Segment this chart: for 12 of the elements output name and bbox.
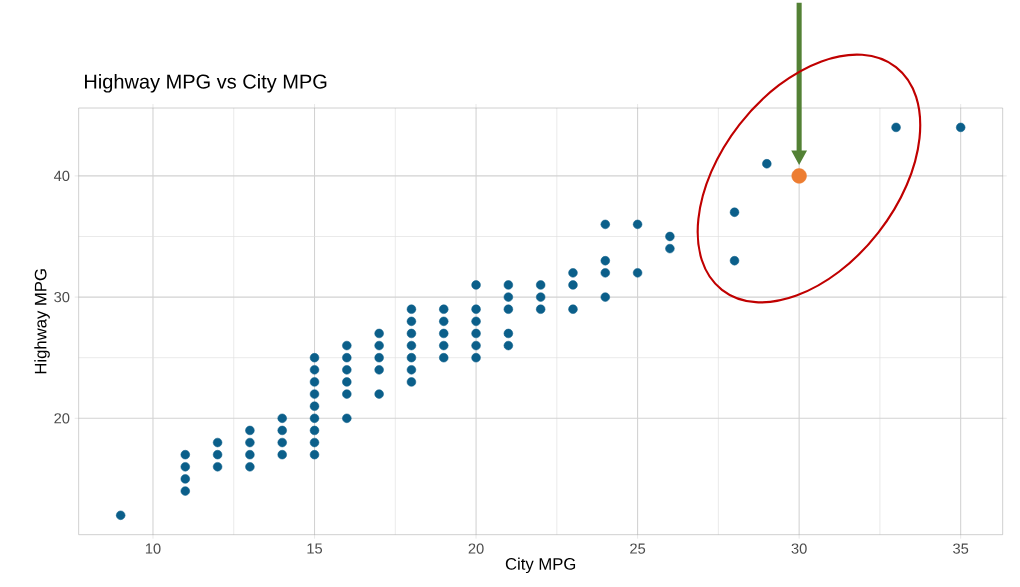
chart-title: Highway MPG vs City MPG [85, 74, 327, 93]
x-tick-label: 20 [468, 543, 484, 554]
x-tick-label: 25 [630, 543, 646, 554]
y-tick-label: 20 [54, 413, 70, 424]
x-tick-label: 15 [307, 543, 323, 554]
x-tick-label: 30 [791, 543, 807, 554]
x-tick-label: 10 [145, 543, 161, 554]
y-tick-label: 40 [53, 170, 70, 182]
x-axis-title: City MPG [505, 557, 576, 574]
x-tick-label: 35 [953, 543, 969, 554]
y-axis-title: Highway MPG [34, 269, 50, 374]
y-tick-label: 30 [54, 292, 70, 303]
